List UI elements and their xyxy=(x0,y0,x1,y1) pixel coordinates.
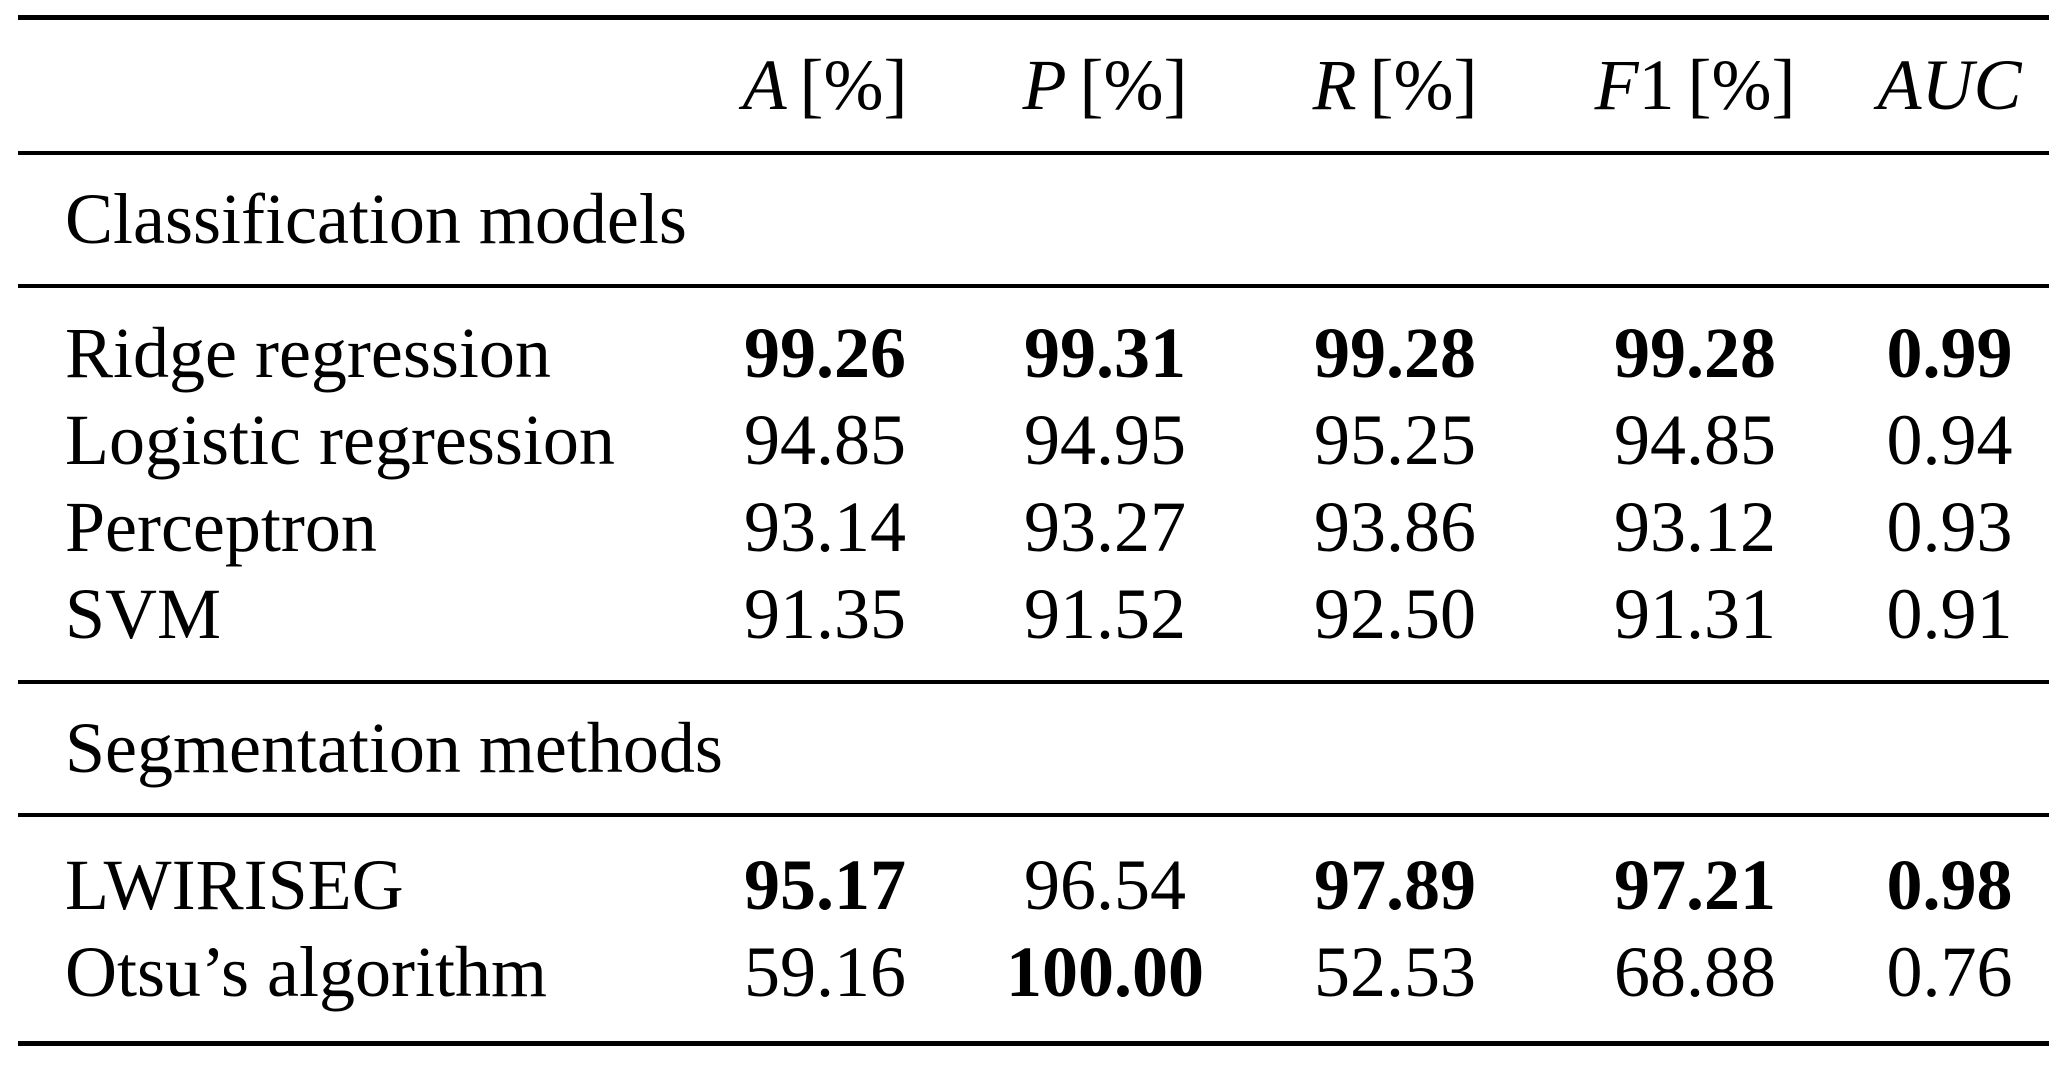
metric-value: 93.14 xyxy=(744,487,906,567)
table-row-perceptron: Perceptron 93.14 93.27 93.86 93.12 0.93 xyxy=(18,484,2049,571)
metric-symbol: A xyxy=(742,45,787,125)
metric-value: 0.98 xyxy=(1886,845,2013,925)
table-row-otsu-algorithm: Otsu’s algorithm 59.16 100.00 52.53 68.8… xyxy=(18,929,2049,1044)
metric-value: 0.99 xyxy=(1886,313,2013,393)
section-title-row: Classification models xyxy=(18,153,2049,286)
header-label-column xyxy=(18,18,690,154)
metric-value: 95.25 xyxy=(1314,400,1476,480)
metrics-table: A [%] P [%] R [%] F1 [%] AUC Classification … xyxy=(18,15,2049,1046)
metric-value: 93.27 xyxy=(1024,487,1186,567)
metric-symbol: AUC xyxy=(1877,45,2022,125)
metric-unit: [%] xyxy=(799,45,908,125)
table-row-svm: SVM 91.35 91.52 92.50 91.31 0.91 xyxy=(18,571,2049,682)
classification-rows: Ridge regression 99.26 99.31 99.28 99.28… xyxy=(18,286,2049,682)
column-header-precision: P [%] xyxy=(960,18,1250,154)
section-title: Segmentation methods xyxy=(65,708,723,788)
metric-value: 97.89 xyxy=(1314,845,1476,925)
metric-value: 91.52 xyxy=(1024,574,1186,654)
metric-value: 93.86 xyxy=(1314,487,1476,567)
column-header-f1: F1 [%] xyxy=(1540,18,1850,154)
header-row: A [%] P [%] R [%] F1 [%] AUC xyxy=(18,18,2049,154)
metric-unit: [%] xyxy=(1369,45,1478,125)
row-label: Ridge regression xyxy=(65,313,551,393)
metric-value: 99.31 xyxy=(1024,313,1186,393)
metric-value: 99.28 xyxy=(1614,313,1776,393)
row-label: Logistic regression xyxy=(65,400,615,480)
metric-value: 99.28 xyxy=(1314,313,1476,393)
metric-value: 94.85 xyxy=(744,400,906,480)
metric-value: 95.17 xyxy=(744,845,906,925)
metric-value: 91.31 xyxy=(1614,574,1776,654)
section-title: Classification models xyxy=(65,179,687,259)
metric-value: 68.88 xyxy=(1614,932,1776,1012)
table-row-lwiriseg: LWIRISEG 95.17 96.54 97.89 97.21 0.98 xyxy=(18,815,2049,929)
metric-value: 96.54 xyxy=(1024,845,1186,925)
metric-value: 97.21 xyxy=(1614,845,1776,925)
row-label: Otsu’s algorithm xyxy=(65,932,547,1012)
row-label: SVM xyxy=(65,574,222,654)
segmentation-rows: LWIRISEG 95.17 96.54 97.89 97.21 0.98 Ot… xyxy=(18,815,2049,1044)
metric-symbol: R xyxy=(1312,45,1357,125)
metric-value: 91.35 xyxy=(744,574,906,654)
metric-unit: [%] xyxy=(1079,45,1188,125)
metric-value: 94.95 xyxy=(1024,400,1186,480)
column-header-recall: R [%] xyxy=(1250,18,1540,154)
table-header: A [%] P [%] R [%] F1 [%] AUC xyxy=(18,18,2049,154)
row-label: Perceptron xyxy=(65,487,377,567)
metric-value: 92.50 xyxy=(1314,574,1476,654)
metric-value: 0.93 xyxy=(1886,487,2013,567)
metric-value: 99.26 xyxy=(744,313,906,393)
row-label: LWIRISEG xyxy=(65,845,404,925)
column-header-auc: AUC xyxy=(1850,18,2049,154)
metric-unit: [%] xyxy=(1687,45,1796,125)
section-title-classification: Classification models xyxy=(18,153,2049,286)
section-title-row: Segmentation methods xyxy=(18,682,2049,815)
metric-value: 94.85 xyxy=(1614,400,1776,480)
metric-value: 52.53 xyxy=(1314,932,1476,1012)
section-title-segmentation: Segmentation methods xyxy=(18,682,2049,815)
metric-value: 0.76 xyxy=(1886,932,2013,1012)
metric-value: 0.94 xyxy=(1886,400,2013,480)
metric-value: 93.12 xyxy=(1614,487,1776,567)
metric-symbol: F xyxy=(1594,45,1639,125)
metric-value: 100.00 xyxy=(1006,932,1204,1012)
table-row-ridge-regression: Ridge regression 99.26 99.31 99.28 99.28… xyxy=(18,286,2049,397)
column-header-accuracy: A [%] xyxy=(690,18,960,154)
metric-suffix: 1 xyxy=(1638,45,1675,125)
metric-value: 59.16 xyxy=(744,932,906,1012)
table-row-logistic-regression: Logistic regression 94.85 94.95 95.25 94… xyxy=(18,397,2049,484)
metric-symbol: P xyxy=(1022,45,1067,125)
metric-value: 0.91 xyxy=(1886,574,2013,654)
